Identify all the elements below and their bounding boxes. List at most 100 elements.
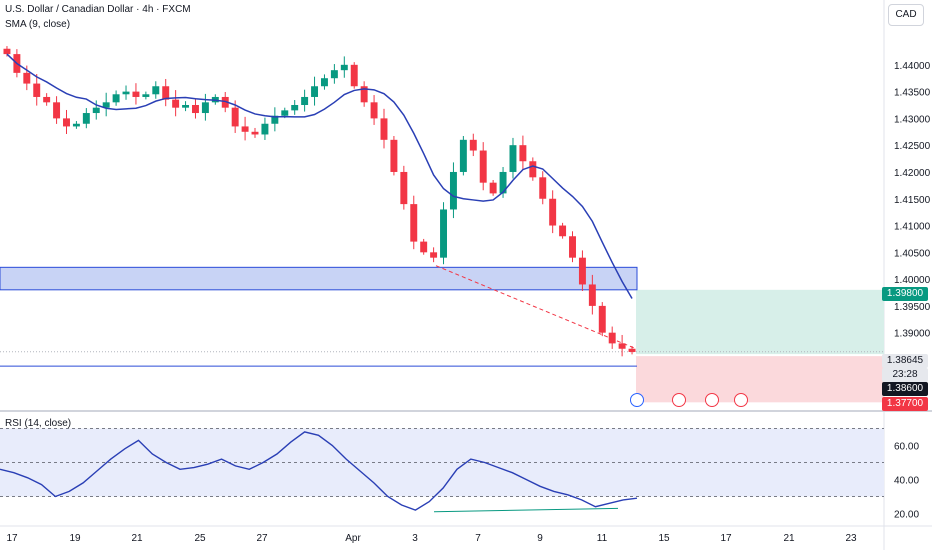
candle-body bbox=[330, 70, 338, 79]
symbol-title[interactable]: U.S. Dollar / Canadian Dollar · 4h · FXC… bbox=[5, 4, 191, 15]
currency-button[interactable]: CAD bbox=[888, 4, 924, 26]
time-tick-label: 21 bbox=[131, 533, 143, 544]
price-tick-label: 1.42000 bbox=[894, 168, 931, 179]
candle-body bbox=[340, 64, 348, 71]
candle-body bbox=[440, 209, 447, 258]
price-tick-label: 1.41500 bbox=[894, 195, 931, 206]
time-tick-label: 11 bbox=[597, 533, 608, 544]
sma-legend[interactable]: SMA (9, close) bbox=[5, 19, 71, 30]
candle-body bbox=[320, 78, 328, 87]
candle-body bbox=[82, 113, 90, 124]
economic-event-icon bbox=[705, 393, 719, 407]
time-tick-label: 25 bbox=[194, 533, 206, 544]
trend-line bbox=[435, 265, 637, 350]
pane-separator[interactable] bbox=[0, 410, 932, 412]
candle-body bbox=[192, 105, 199, 114]
candle-body bbox=[549, 198, 557, 226]
candle-body bbox=[291, 105, 299, 111]
candle-body bbox=[529, 161, 537, 178]
candle-body bbox=[489, 182, 497, 194]
sma-line bbox=[6, 53, 633, 299]
time-tick-label: 17 bbox=[6, 533, 18, 544]
candle-body bbox=[519, 145, 527, 162]
candle-body bbox=[569, 236, 576, 258]
price-tick-label: 1.42500 bbox=[894, 141, 931, 152]
price-tick-label: 1.44000 bbox=[894, 61, 931, 72]
candle-body bbox=[251, 131, 259, 135]
candle-body bbox=[469, 139, 477, 151]
candle-body bbox=[142, 94, 150, 97]
candle-body bbox=[301, 96, 309, 105]
candle-body bbox=[43, 96, 51, 103]
price-tick-label: 1.43500 bbox=[894, 88, 931, 99]
economic-event-icon bbox=[672, 393, 686, 407]
candle-body bbox=[420, 241, 428, 253]
candle-body bbox=[430, 252, 438, 258]
price-tick-label: 1.39000 bbox=[894, 329, 931, 340]
candle-body bbox=[539, 177, 547, 199]
level-price-badge: 1.38600 bbox=[882, 382, 928, 396]
candle-body bbox=[370, 102, 378, 119]
candle-body bbox=[182, 105, 190, 108]
candle-body bbox=[201, 102, 209, 114]
time-tick-label: 17 bbox=[720, 533, 732, 544]
candle-body bbox=[23, 72, 31, 84]
last-price-badge: 1.38645 bbox=[882, 354, 928, 368]
candle-body bbox=[281, 110, 289, 116]
rsi-band bbox=[0, 428, 884, 497]
time-tick-label: 21 bbox=[783, 533, 795, 544]
candle-body bbox=[628, 348, 636, 352]
stop-price-badge: 1.37700 bbox=[882, 397, 928, 411]
time-tick-label: 23 bbox=[845, 533, 857, 544]
time-tick-label: 19 bbox=[69, 533, 81, 544]
rsi-line bbox=[0, 431, 638, 511]
candle-body bbox=[241, 126, 249, 132]
candle-body bbox=[400, 171, 408, 205]
dividend-event-icon bbox=[630, 393, 644, 407]
time-tick-label: 15 bbox=[658, 533, 670, 544]
price-tick-label: 1.39500 bbox=[894, 302, 931, 313]
price-tick-label: 1.41000 bbox=[894, 222, 931, 233]
candle-body bbox=[3, 48, 11, 55]
time-tick-label: 9 bbox=[537, 533, 543, 544]
candle-body bbox=[261, 123, 269, 135]
candle-body bbox=[172, 99, 180, 108]
candle-body bbox=[618, 343, 626, 349]
countdown-badge: 23:28 bbox=[882, 368, 928, 382]
candle-body bbox=[33, 83, 41, 97]
time-tick-label: 7 bbox=[475, 533, 481, 544]
candle-body bbox=[311, 86, 319, 97]
candle-body bbox=[112, 94, 120, 103]
candle-body bbox=[132, 91, 140, 97]
economic-event-icon bbox=[734, 393, 748, 407]
resistance-zone bbox=[0, 266, 638, 291]
target-price-badge: 1.39800 bbox=[882, 287, 928, 301]
candle-body bbox=[449, 171, 457, 210]
candle-body bbox=[350, 64, 358, 87]
rsi-legend[interactable]: RSI (14, close) bbox=[5, 418, 72, 429]
candle-body bbox=[231, 107, 239, 127]
candle-body bbox=[102, 102, 110, 108]
rsi-divergence-line bbox=[433, 507, 619, 513]
candle-body bbox=[390, 139, 398, 172]
rsi-tick-label: 20.00 bbox=[894, 510, 919, 521]
candle-body bbox=[271, 115, 279, 124]
candle-body bbox=[459, 139, 467, 172]
candle-body bbox=[509, 145, 517, 172]
target-zone bbox=[636, 289, 884, 355]
candle-body bbox=[479, 150, 487, 183]
candle-body bbox=[410, 204, 418, 242]
candle-body bbox=[92, 107, 100, 114]
rsi-tick-label: 40.00 bbox=[894, 476, 919, 487]
candle-body bbox=[53, 102, 61, 119]
candle-body bbox=[380, 118, 388, 140]
price-tick-label: 1.40000 bbox=[894, 275, 931, 286]
candle-body bbox=[360, 86, 368, 103]
price-tick-label: 1.43000 bbox=[894, 114, 931, 125]
candle-body bbox=[588, 284, 596, 306]
candle-body bbox=[608, 332, 616, 344]
candle-body bbox=[63, 118, 70, 127]
candle-body bbox=[162, 86, 170, 100]
